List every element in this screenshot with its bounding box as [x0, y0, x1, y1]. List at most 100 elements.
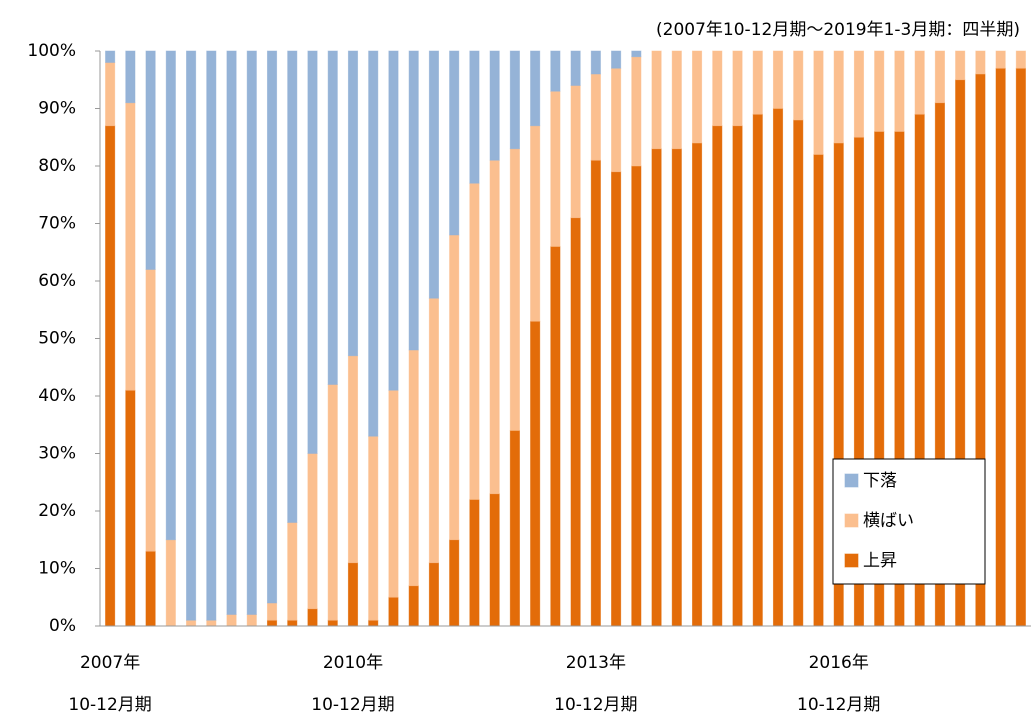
bar-segment — [611, 50, 622, 69]
bar-segment — [287, 50, 298, 523]
bar-segment — [550, 90, 561, 247]
legend-label: 横ばい — [863, 511, 914, 531]
bar-segment — [125, 389, 136, 627]
bar-segment — [712, 125, 723, 627]
bar-segment — [975, 50, 986, 75]
bar-segment — [307, 50, 318, 454]
bar-segment — [934, 50, 945, 104]
bar-segment — [813, 154, 824, 627]
bar-segment — [752, 50, 763, 115]
x-tick-sublabel: 10-12月期 — [797, 695, 880, 714]
bar-segment — [590, 50, 601, 75]
bar-segment — [530, 125, 541, 322]
bar-segment — [793, 50, 804, 121]
bar-segment — [246, 614, 257, 627]
y-tick-label: 80% — [38, 156, 76, 176]
bar-segment — [509, 430, 520, 627]
bar-segment — [995, 50, 1006, 69]
bar-segment — [469, 182, 480, 500]
bar-segment — [772, 108, 784, 627]
bar-segment — [266, 602, 278, 621]
legend-swatch — [844, 513, 859, 528]
bar-segment — [368, 435, 379, 621]
bar-segment — [874, 50, 885, 132]
bar-segment — [509, 50, 520, 150]
bar-segment — [408, 349, 419, 587]
x-tick-label: 2016年 — [809, 653, 869, 673]
bar-segment — [206, 50, 217, 621]
bar-segment — [408, 50, 419, 351]
bar-segment — [489, 493, 500, 627]
bar-segment — [449, 539, 460, 627]
y-tick-label: 50% — [38, 329, 76, 349]
bar-segment — [307, 453, 318, 610]
y-tick-label: 90% — [38, 99, 76, 119]
bar-segment — [428, 297, 440, 564]
bar-segment — [449, 50, 460, 236]
bar-segment — [914, 50, 925, 115]
bar-segment — [347, 562, 359, 627]
y-tick-label: 10% — [38, 559, 76, 579]
bar-segment — [955, 50, 966, 81]
bar-segment — [894, 50, 905, 132]
bar-segment — [732, 125, 743, 627]
bar-segment — [388, 389, 399, 598]
bar-segment — [287, 522, 298, 621]
bar-segment — [995, 67, 1006, 627]
bar-segment — [206, 619, 217, 627]
bar-segment — [327, 50, 338, 385]
bar-segment — [246, 50, 257, 615]
bar-segment — [712, 50, 723, 127]
bar-segment — [651, 148, 662, 627]
legend-label: 下落 — [863, 471, 897, 491]
y-tick-label: 20% — [38, 501, 76, 521]
bar-segment — [570, 217, 581, 627]
bar-segment — [813, 50, 824, 155]
bar-segment — [307, 608, 318, 627]
bar-segment — [671, 148, 682, 627]
bar-segment — [671, 50, 682, 150]
bar-segment — [691, 50, 703, 144]
x-tick-sublabel: 10-12月期 — [311, 695, 394, 714]
bar-segment — [145, 50, 156, 270]
bar-segment — [388, 50, 399, 391]
bar-segment — [347, 355, 359, 564]
bar-segment — [853, 50, 865, 138]
bar-segment — [530, 320, 541, 627]
bar-segment — [469, 50, 480, 184]
bar-segment — [368, 50, 379, 437]
bar-segment — [125, 102, 136, 391]
x-tick-label: 2013年 — [566, 653, 626, 673]
bar-segment — [631, 50, 642, 58]
bar-segment — [347, 50, 359, 357]
bar-segment — [530, 50, 541, 127]
legend-label: 上昇 — [863, 551, 897, 571]
bar-segment — [105, 50, 116, 63]
bar-segment — [226, 614, 237, 627]
bar-segment — [449, 234, 460, 541]
bar-segment — [752, 113, 763, 627]
bar-segment — [165, 539, 176, 627]
bar-segment — [1015, 50, 1026, 69]
bar-segment — [428, 562, 440, 627]
bar-segment — [105, 125, 116, 627]
bar-segment — [590, 159, 601, 627]
bar-segment — [489, 50, 500, 161]
bar-segment — [590, 73, 601, 161]
bar-segment — [266, 619, 278, 627]
bar-segment — [428, 50, 440, 299]
bar-segment — [550, 50, 561, 92]
bar-segment — [368, 619, 379, 627]
bar-segment — [611, 171, 622, 627]
bar-segment — [226, 50, 237, 615]
bar-segment — [631, 165, 642, 627]
bar-segment — [388, 596, 399, 627]
bar-segment — [1015, 67, 1026, 627]
bar-segment — [145, 550, 156, 627]
y-tick-label: 70% — [38, 214, 76, 234]
bar-segment — [570, 50, 581, 86]
y-tick-label: 30% — [38, 444, 76, 464]
legend-swatch — [844, 553, 859, 568]
y-tick-label: 100% — [27, 41, 76, 61]
